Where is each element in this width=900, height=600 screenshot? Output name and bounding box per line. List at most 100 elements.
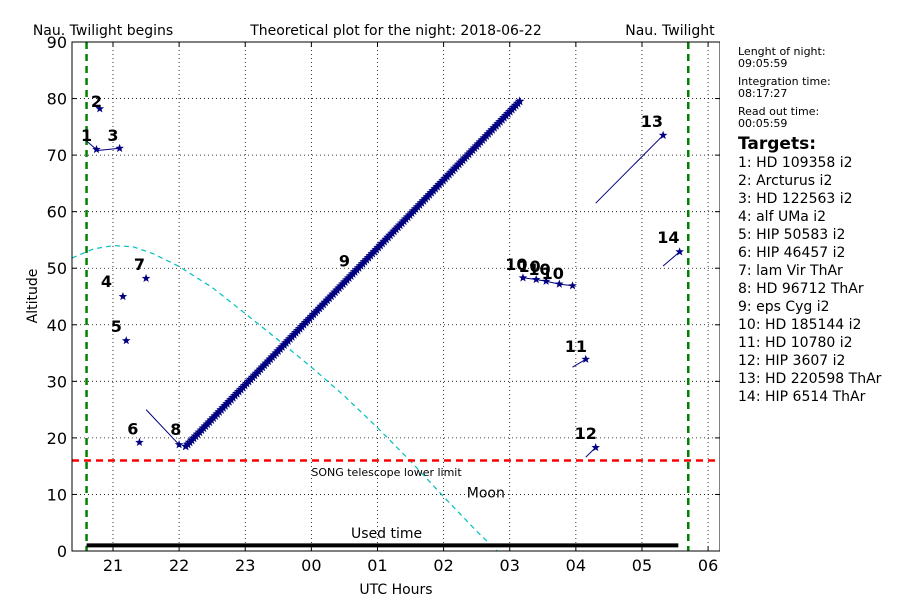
info-panel: Lenght of night: 09:05:59 Integration ti… <box>738 46 881 406</box>
target-separator: : <box>746 173 757 189</box>
target-separator: : <box>746 281 757 297</box>
target-number: 10 <box>738 317 756 333</box>
target-number-label: 10 <box>505 255 527 274</box>
target-number-label: 3 <box>107 126 118 145</box>
target-name: HIP 50583 i2 <box>756 227 846 243</box>
target-marker <box>581 354 591 363</box>
target-marker <box>514 96 525 106</box>
target-number-label: 10 <box>518 257 540 276</box>
target-list-item: 1: HD 109358 i2 <box>738 154 881 172</box>
target-number-label: 11 <box>565 337 587 356</box>
target-name: HD 10780 i2 <box>765 335 853 351</box>
target-separator: : <box>746 245 757 261</box>
twilight-ends-title: Nau. Twilight ends <box>625 23 720 39</box>
y-tick-label: 50 <box>47 259 67 278</box>
target-number: 13 <box>738 371 756 387</box>
plot-frame <box>71 41 720 552</box>
target-number-label: 2 <box>91 92 102 111</box>
target-name: alf UMa i2 <box>756 209 827 225</box>
target-list-item: 5: HIP 50583 i2 <box>738 226 881 244</box>
x-axis-label: UTC Hours <box>359 582 432 598</box>
x-tick-label: 06 <box>698 556 718 575</box>
target-separator: : <box>746 227 757 243</box>
target-list-item: 10: HD 185144 i2 <box>738 316 881 334</box>
target-number-label: 6 <box>127 419 138 438</box>
readout-time-label: Read out time: <box>738 105 820 118</box>
target-track <box>145 409 180 446</box>
target-list-item: 12: HIP 3607 i2 <box>738 352 881 370</box>
target-number-label: 8 <box>170 420 181 439</box>
lower-limit-label: SONG telescope lower limit <box>311 466 462 479</box>
target-number-label: 7 <box>134 255 145 274</box>
chart-title: Theoretical plot for the night: 2018-06-… <box>249 23 542 39</box>
target-list-item: 3: HD 122563 i2 <box>738 190 881 208</box>
target-list-item: 9: eps Cyg i2 <box>738 298 881 316</box>
target-track <box>96 147 120 152</box>
x-tick-label: 01 <box>367 556 387 575</box>
target-marker <box>568 281 577 290</box>
integration-time-label: Integration time: <box>738 75 831 88</box>
target-number-label: 10 <box>528 260 550 279</box>
x-tick-label: 04 <box>566 556 586 575</box>
target-number-label: 13 <box>641 112 663 131</box>
integration-time-value: 08:17:27 <box>738 87 788 100</box>
target-marker <box>118 292 128 301</box>
target-number-label: 12 <box>575 424 597 443</box>
night-length-value: 09:05:59 <box>738 57 788 70</box>
target-name: HD 96712 ThAr <box>756 281 864 297</box>
target-marker <box>555 279 564 288</box>
target-number: 3 <box>738 191 747 207</box>
target-list: 1: HD 109358 i2 2: Arcturus i2 3: HD 12256… <box>738 154 881 406</box>
target-number: 14 <box>738 389 756 405</box>
x-tick-label: 23 <box>235 556 255 575</box>
target-number-label: 10 <box>542 264 564 283</box>
target-number: 5 <box>738 227 747 243</box>
target-marker <box>518 273 528 282</box>
target-marker <box>591 443 600 452</box>
target-name: HD 122563 i2 <box>756 191 853 207</box>
target-list-item: 4: alf UMa i2 <box>738 208 881 226</box>
target-marker <box>658 130 668 139</box>
target-marker <box>141 273 151 283</box>
x-tick-label: 05 <box>632 556 652 575</box>
target-marker <box>115 143 124 152</box>
target-list-item: 2: Arcturus i2 <box>738 172 881 190</box>
target-marker <box>92 144 101 154</box>
target-number: 6 <box>738 245 747 261</box>
target-separator: : <box>746 155 757 171</box>
night-length-label: Lenght of night: <box>738 45 826 58</box>
target-separator: : <box>755 317 765 333</box>
targets-heading: Targets: <box>738 134 817 154</box>
target-track <box>572 358 587 368</box>
target-number-label: 5 <box>111 317 122 336</box>
target-marker <box>135 437 144 447</box>
target-marker <box>675 247 684 256</box>
readout-time-value: 00:05:59 <box>738 117 788 130</box>
y-tick-label: 80 <box>47 90 67 109</box>
target-name: HIP 6514 ThAr <box>765 389 866 405</box>
plot-background <box>72 42 720 551</box>
y-axis-label: Altitude <box>25 269 41 324</box>
target-number-label: 14 <box>657 228 679 247</box>
target-name: eps Cyg i2 <box>756 299 830 315</box>
y-tick-label: 30 <box>47 372 67 391</box>
target-separator: : <box>746 263 757 279</box>
target-marker <box>531 275 541 284</box>
target-separator: : <box>746 191 757 207</box>
target-name: HIP 3607 i2 <box>765 353 846 369</box>
x-tick-label: 22 <box>169 556 189 575</box>
target-separator: : <box>755 353 765 369</box>
target-name: HD 109358 i2 <box>756 155 853 171</box>
target-marker <box>95 104 105 113</box>
target-separator: : <box>755 335 765 351</box>
target-number: 11 <box>738 335 756 351</box>
target-marker <box>541 276 551 285</box>
target-separator: : <box>755 389 765 405</box>
y-tick-label: 40 <box>47 316 67 335</box>
target-name: HD 185144 i2 <box>765 317 862 333</box>
x-tick-label: 00 <box>301 556 321 575</box>
target-list-item: 14: HIP 6514 ThAr <box>738 388 881 406</box>
target-separator: : <box>755 371 765 387</box>
moon-label: Moon <box>467 485 505 501</box>
